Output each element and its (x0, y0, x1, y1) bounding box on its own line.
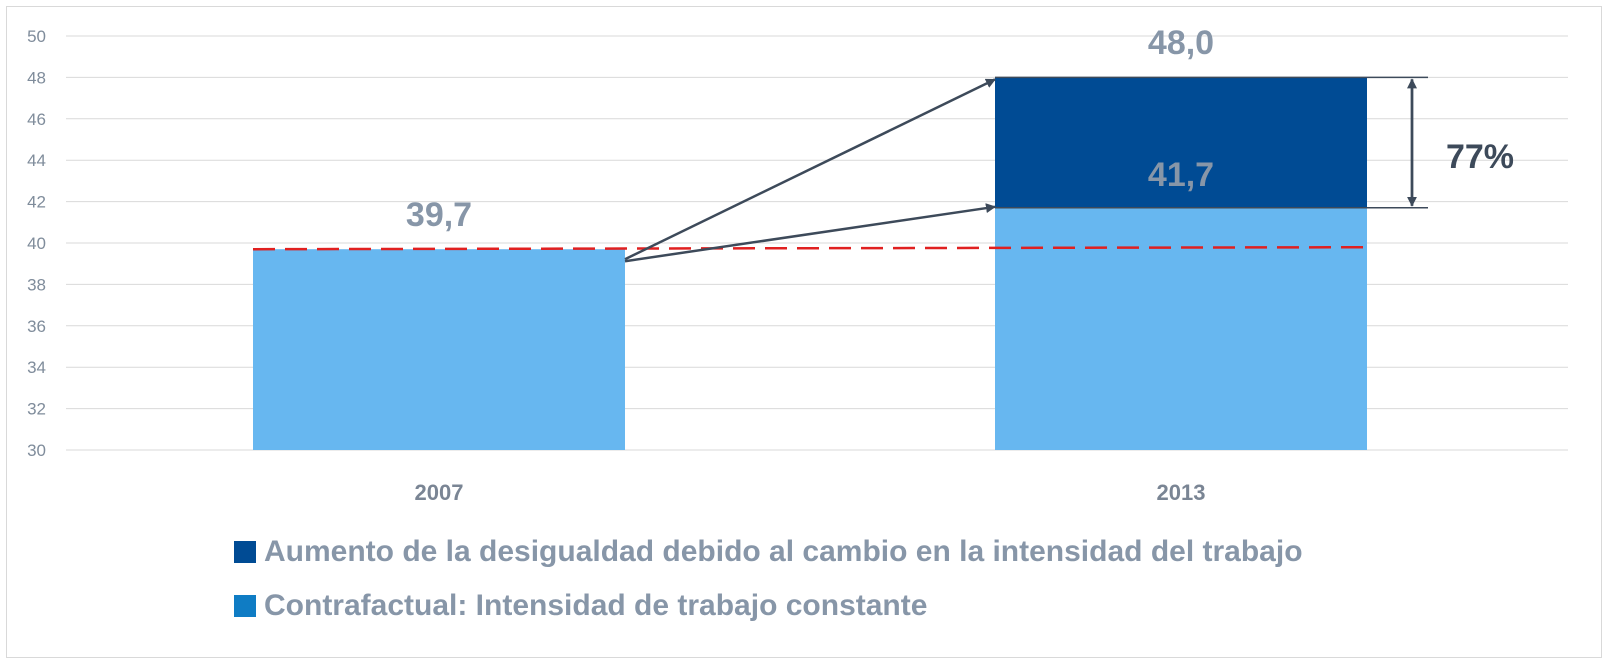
y-tick-label: 44 (27, 151, 46, 170)
annotations: 39,7 41,7 48,0 77% (252, 24, 1514, 263)
bar-counterfactual-2013 (995, 207, 1367, 450)
reference-line (252, 245, 1371, 251)
x-axis: 2007 2013 (415, 480, 1206, 505)
y-tick-label: 34 (27, 358, 46, 377)
percentage-annotation: 77% (1446, 138, 1514, 176)
x-tick-label: 2013 (1157, 480, 1206, 505)
y-tick-label: 42 (27, 193, 46, 212)
legend-label-counterfactual: Contrafactual: Intensidad de trabajo con… (264, 589, 928, 622)
y-tick-label: 50 (27, 27, 46, 46)
y-tick-label: 30 (27, 441, 46, 460)
data-label-2013-total: 48,0 (1148, 24, 1214, 62)
legend-item-increase: Aumento de la desigualdad debido al camb… (234, 535, 1303, 569)
y-tick-label: 36 (27, 317, 46, 336)
bars (253, 77, 1367, 450)
legend-swatch-counterfactual (234, 595, 256, 617)
legend-swatch-increase (234, 541, 256, 563)
x-tick-label: 2007 (415, 480, 464, 505)
arrow-to-41-7 (624, 203, 996, 263)
legend-item-counterfactual: Contrafactual: Intensidad de trabajo con… (234, 589, 1303, 623)
bar-counterfactual-2007 (253, 249, 625, 450)
legend: Aumento de la desigualdad debido al camb… (234, 535, 1303, 623)
arrow-to-48 (624, 78, 996, 261)
y-tick-label: 46 (27, 110, 46, 129)
legend-label-increase: Aumento de la desigualdad debido al camb… (264, 535, 1303, 568)
data-label-2007: 39,7 (406, 196, 472, 234)
bar-increase-2013 (995, 77, 1367, 208)
y-tick-label: 40 (27, 234, 46, 253)
data-label-2013-counterfactual: 41,7 (1148, 156, 1214, 194)
y-tick-label: 48 (27, 68, 46, 87)
y-axis: 30 32 34 36 38 40 42 44 46 48 50 (27, 27, 46, 460)
y-tick-label: 38 (27, 275, 46, 294)
y-tick-label: 32 (27, 400, 46, 419)
